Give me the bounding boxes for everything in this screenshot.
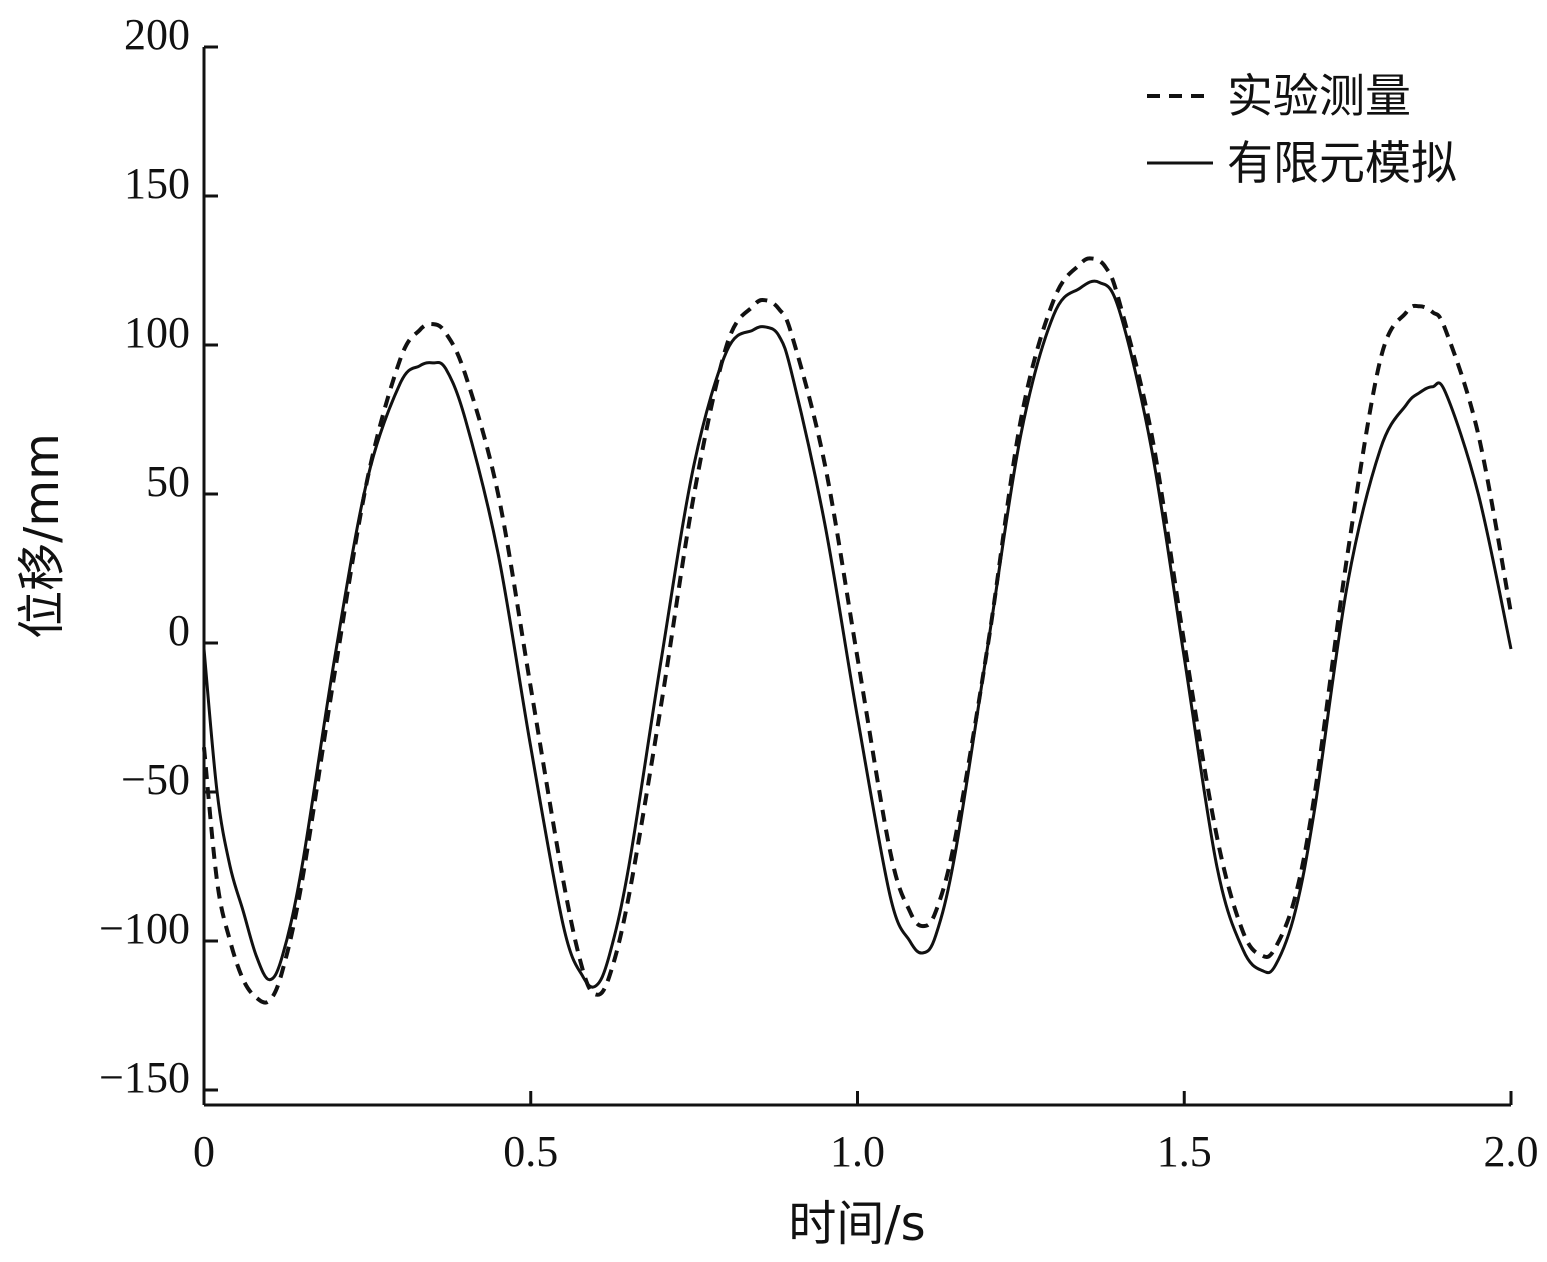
x-tick-label: 1.5 xyxy=(1157,1127,1212,1176)
y-tick-label: 0 xyxy=(168,606,190,655)
y-tick-label: 100 xyxy=(124,308,190,357)
x-axis-title: 时间/s xyxy=(788,1196,925,1252)
y-axis-title: 位移/mm xyxy=(14,433,70,639)
x-ticks: 0 0.5 1.0 1.5 2.0 xyxy=(193,1091,1539,1176)
y-ticks: −150 −100 −50 0 50 100 150 200 xyxy=(99,10,218,1102)
legend: 实验测量 有限元模拟 xyxy=(1147,69,1457,190)
y-tick-label: −100 xyxy=(99,904,190,953)
y-tick-label: −150 xyxy=(99,1053,190,1102)
x-tick-label: 2.0 xyxy=(1484,1127,1539,1176)
axes xyxy=(202,47,1511,1107)
series-line-simulation xyxy=(202,279,1513,989)
y-tick-label: −50 xyxy=(121,755,190,804)
series-line-experiment xyxy=(202,256,1513,1005)
x-tick-label: 1.0 xyxy=(830,1127,885,1176)
y-tick-label: 50 xyxy=(146,457,190,506)
y-tick-label: 150 xyxy=(124,159,190,208)
series-lines xyxy=(202,256,1513,1005)
legend-label-simulation: 有限元模拟 xyxy=(1227,136,1457,190)
x-tick-label: 0 xyxy=(193,1127,215,1176)
legend-label-experiment: 实验测量 xyxy=(1227,69,1411,123)
x-tick-label: 0.5 xyxy=(503,1127,558,1176)
y-tick-label: 200 xyxy=(124,10,190,59)
